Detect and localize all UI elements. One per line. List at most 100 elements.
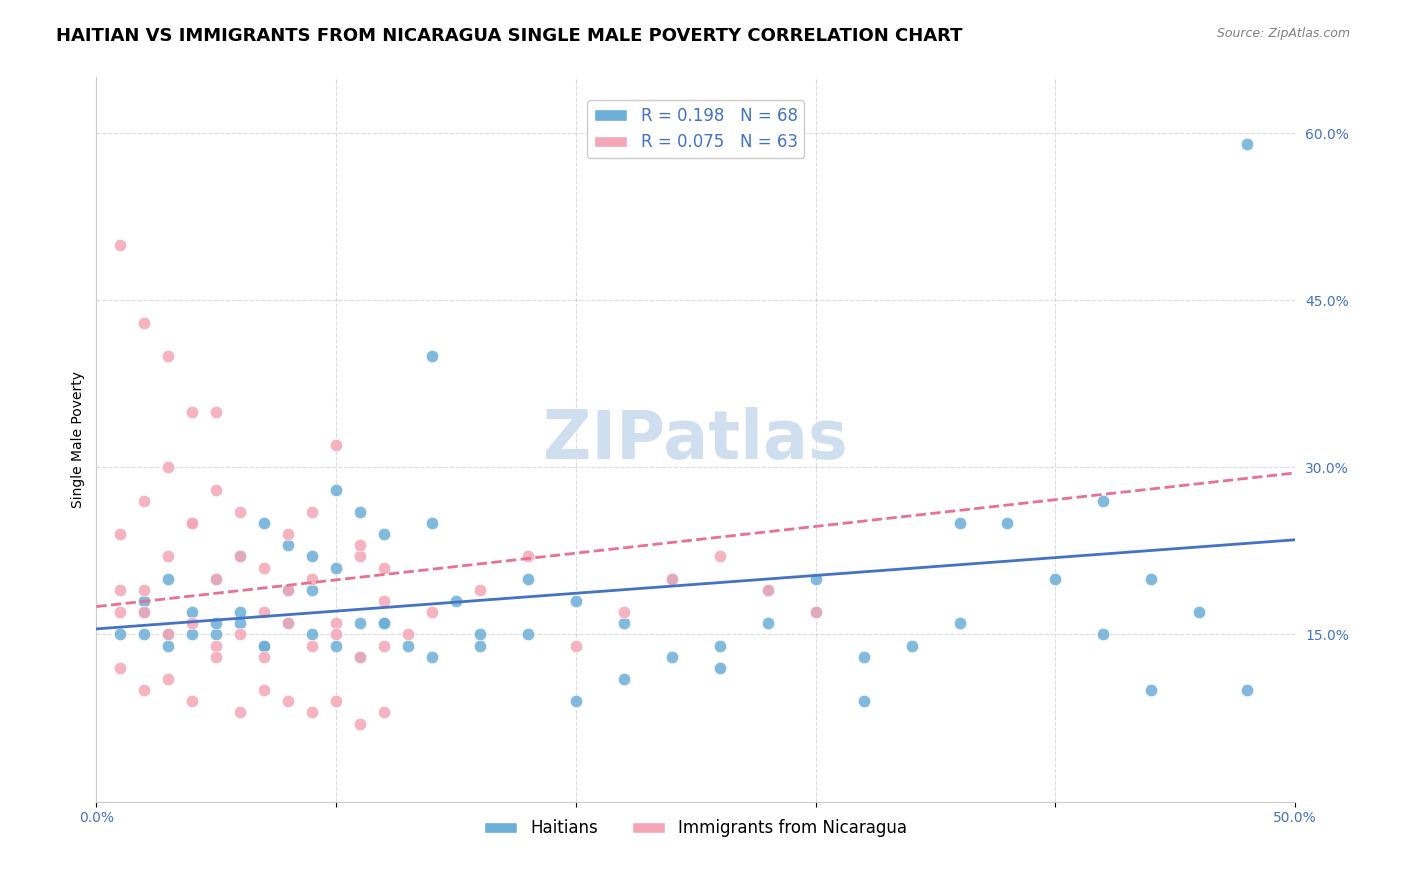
Point <box>205 572 228 586</box>
Point <box>373 706 395 720</box>
Point <box>1092 627 1115 641</box>
Text: ZIPatlas: ZIPatlas <box>544 407 848 473</box>
Point <box>468 639 491 653</box>
Point <box>396 627 419 641</box>
Point <box>373 527 395 541</box>
Point <box>253 683 276 698</box>
Point <box>468 582 491 597</box>
Point <box>229 549 252 564</box>
Point <box>277 582 299 597</box>
Point <box>613 616 636 631</box>
Point <box>900 639 922 653</box>
Point <box>804 605 827 619</box>
Point <box>301 639 323 653</box>
Point <box>661 649 683 664</box>
Point <box>134 594 156 608</box>
Point <box>157 572 180 586</box>
Point <box>1140 683 1163 698</box>
Point <box>373 594 395 608</box>
Point <box>134 605 156 619</box>
Point <box>229 605 252 619</box>
Point <box>565 639 588 653</box>
Point <box>301 706 323 720</box>
Point <box>110 627 132 641</box>
Point <box>181 627 204 641</box>
Point <box>420 649 443 664</box>
Point <box>181 516 204 530</box>
Point <box>205 483 228 497</box>
Point <box>516 572 538 586</box>
Point <box>229 505 252 519</box>
Point <box>253 649 276 664</box>
Point <box>396 639 419 653</box>
Point <box>325 483 347 497</box>
Point <box>349 549 371 564</box>
Point <box>253 639 276 653</box>
Point <box>709 661 731 675</box>
Point <box>205 404 228 418</box>
Point <box>349 716 371 731</box>
Point <box>349 616 371 631</box>
Point <box>301 549 323 564</box>
Text: Source: ZipAtlas.com: Source: ZipAtlas.com <box>1216 27 1350 40</box>
Point <box>852 649 875 664</box>
Point <box>1188 605 1211 619</box>
Point <box>325 639 347 653</box>
Point <box>349 538 371 552</box>
Point <box>134 605 156 619</box>
Point <box>756 582 779 597</box>
Point <box>804 605 827 619</box>
Point <box>1045 572 1067 586</box>
Point <box>181 516 204 530</box>
Point <box>661 572 683 586</box>
Point <box>205 572 228 586</box>
Point <box>613 605 636 619</box>
Point <box>110 237 132 252</box>
Point <box>277 582 299 597</box>
Point <box>157 460 180 475</box>
Point <box>373 639 395 653</box>
Point <box>373 560 395 574</box>
Point <box>349 649 371 664</box>
Point <box>181 605 204 619</box>
Point <box>253 605 276 619</box>
Point <box>301 505 323 519</box>
Point <box>229 549 252 564</box>
Point <box>157 627 180 641</box>
Point <box>205 616 228 631</box>
Point <box>301 572 323 586</box>
Point <box>565 694 588 708</box>
Point <box>997 516 1019 530</box>
Point <box>325 438 347 452</box>
Legend: Haitians, Immigrants from Nicaragua: Haitians, Immigrants from Nicaragua <box>478 813 914 844</box>
Point <box>444 594 467 608</box>
Point <box>181 404 204 418</box>
Point <box>516 549 538 564</box>
Point <box>1236 137 1258 152</box>
Point <box>134 627 156 641</box>
Point <box>110 661 132 675</box>
Point <box>709 549 731 564</box>
Point <box>134 683 156 698</box>
Point <box>277 616 299 631</box>
Point <box>157 639 180 653</box>
Point <box>229 706 252 720</box>
Point <box>325 627 347 641</box>
Point <box>325 560 347 574</box>
Point <box>565 594 588 608</box>
Y-axis label: Single Male Poverty: Single Male Poverty <box>72 371 86 508</box>
Point <box>253 639 276 653</box>
Point <box>349 505 371 519</box>
Point <box>229 616 252 631</box>
Point <box>516 627 538 641</box>
Point <box>253 560 276 574</box>
Point <box>301 627 323 641</box>
Point <box>181 694 204 708</box>
Point <box>110 527 132 541</box>
Point <box>229 627 252 641</box>
Point <box>277 527 299 541</box>
Point <box>1140 572 1163 586</box>
Point <box>468 627 491 641</box>
Point <box>205 649 228 664</box>
Point <box>613 672 636 686</box>
